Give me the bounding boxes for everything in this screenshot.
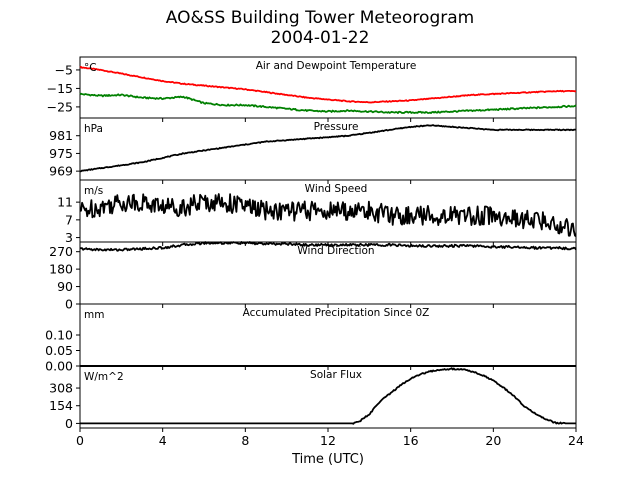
series-line-wind_direction [79,241,577,252]
series-line-pressure [79,124,576,173]
x-tick-label: 16 [403,433,419,448]
y-tick-label-solar: 308 [49,381,73,396]
x-tick-label: 8 [241,433,249,448]
y-tick-label-solar: 154 [49,398,73,413]
x-tick-label: 0 [76,433,84,448]
y-tick-label-wind_speed: 7 [65,212,73,227]
y-tick-label-wind_direction: 270 [49,244,73,259]
panel-title-pressure: Pressure [314,121,359,133]
panel-title-wind_direction: Wind Direction [297,245,374,257]
panel-unit-precipitation: mm [84,309,104,321]
series-line-temperature [79,66,577,104]
y-tick-label-wind_direction: 90 [57,279,73,294]
x-tick-label: 12 [320,433,336,448]
y-tick-label-wind_speed: 3 [65,230,73,245]
y-tick-label-precipitation: 0.00 [45,359,73,374]
panel-title-temperature: Air and Dewpoint Temperature [256,60,417,72]
y-tick-label-temperature: −5 [55,62,73,77]
y-tick-label-pressure: 975 [49,146,73,161]
panel-unit-pressure: hPa [84,123,103,135]
y-tick-label-pressure: 969 [49,164,73,179]
y-tick-label-precipitation: 0.10 [45,328,73,343]
panel-title-wind_speed: Wind Speed [305,183,368,195]
y-tick-label-temperature: −25 [47,99,73,114]
panel-title-solar: Solar Flux [310,369,362,381]
series-line-dewpoint [79,92,577,114]
series-line-solar [80,367,576,425]
panel-unit-solar: W/m^2 [84,371,124,383]
x-tick-label: 24 [568,433,584,448]
y-tick-label-temperature: −15 [47,81,73,96]
y-tick-label-wind_direction: 0 [65,297,73,312]
series-line-wind_speed [79,193,577,238]
y-tick-label-pressure: 981 [49,128,73,143]
y-tick-label-solar: 0 [65,416,73,431]
y-tick-label-wind_speed: 11 [57,195,73,210]
x-tick-label: 20 [485,433,501,448]
x-axis-label: Time (UTC) [292,452,364,467]
panel-unit-temperature: °C [84,62,97,74]
panel-unit-wind_speed: m/s [84,185,103,197]
figure-date: 2004-01-22 [270,28,370,48]
y-tick-label-precipitation: 0.05 [45,343,73,358]
x-tick-label: 4 [159,433,167,448]
y-tick-label-wind_direction: 180 [49,262,73,277]
panel-title-precipitation: Accumulated Precipitation Since 0Z [243,307,430,319]
figure-title: AO&SS Building Tower Meteorogram [165,8,475,28]
